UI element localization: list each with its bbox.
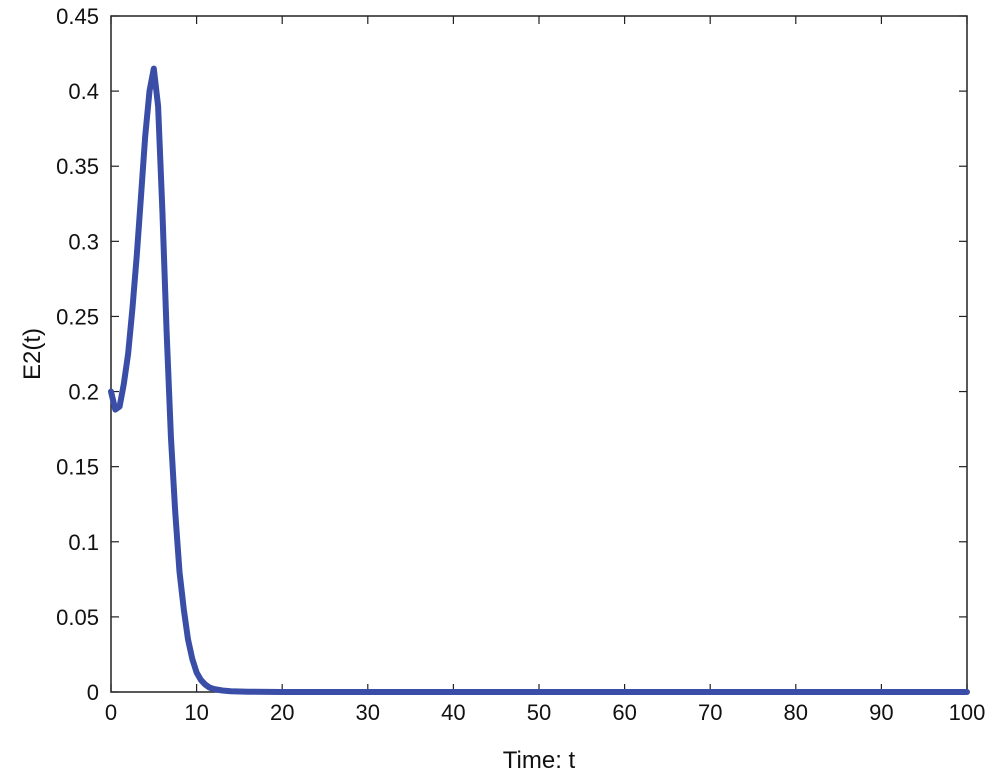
series-line xyxy=(108,65,970,695)
y-tick-label: 0.2 xyxy=(68,380,99,405)
x-tick-label: 50 xyxy=(527,700,551,725)
series-layer xyxy=(108,65,970,695)
plot-area xyxy=(110,15,968,693)
y-tick-label: 0.4 xyxy=(68,79,99,104)
x-tick-label: 10 xyxy=(184,700,208,725)
x-tick-label: 30 xyxy=(356,700,380,725)
y-axis-label: E2(t) xyxy=(19,328,46,380)
y-tick-label: 0.45 xyxy=(56,4,99,29)
x-tick-label: 90 xyxy=(869,700,893,725)
y-tick-label: 0.1 xyxy=(68,530,99,555)
x-axis-label: Time: t xyxy=(503,747,576,774)
x-tick-label: 40 xyxy=(441,700,465,725)
y-axis-ticks: 0 0.05 0.1 0.15 0.2 0.25 0.3 0.35 0.4 0.45 xyxy=(56,4,967,705)
y-tick-label: 0.25 xyxy=(56,304,99,329)
x-tick-label: 0 xyxy=(105,700,117,725)
x-tick-label: 20 xyxy=(270,700,294,725)
x-axis-ticks: 0 10 20 30 40 50 60 70 80 90 100 xyxy=(105,16,985,725)
y-tick-label: 0.35 xyxy=(56,154,99,179)
y-tick-label: 0.3 xyxy=(68,229,99,254)
y-tick-label: 0.15 xyxy=(56,455,99,480)
y-tick-label: 0.05 xyxy=(56,605,99,630)
x-tick-label: 100 xyxy=(949,700,986,725)
y-tick-label: 0 xyxy=(87,680,99,705)
x-tick-label: 70 xyxy=(698,700,722,725)
x-tick-label: 60 xyxy=(612,700,636,725)
x-tick-label: 80 xyxy=(784,700,808,725)
